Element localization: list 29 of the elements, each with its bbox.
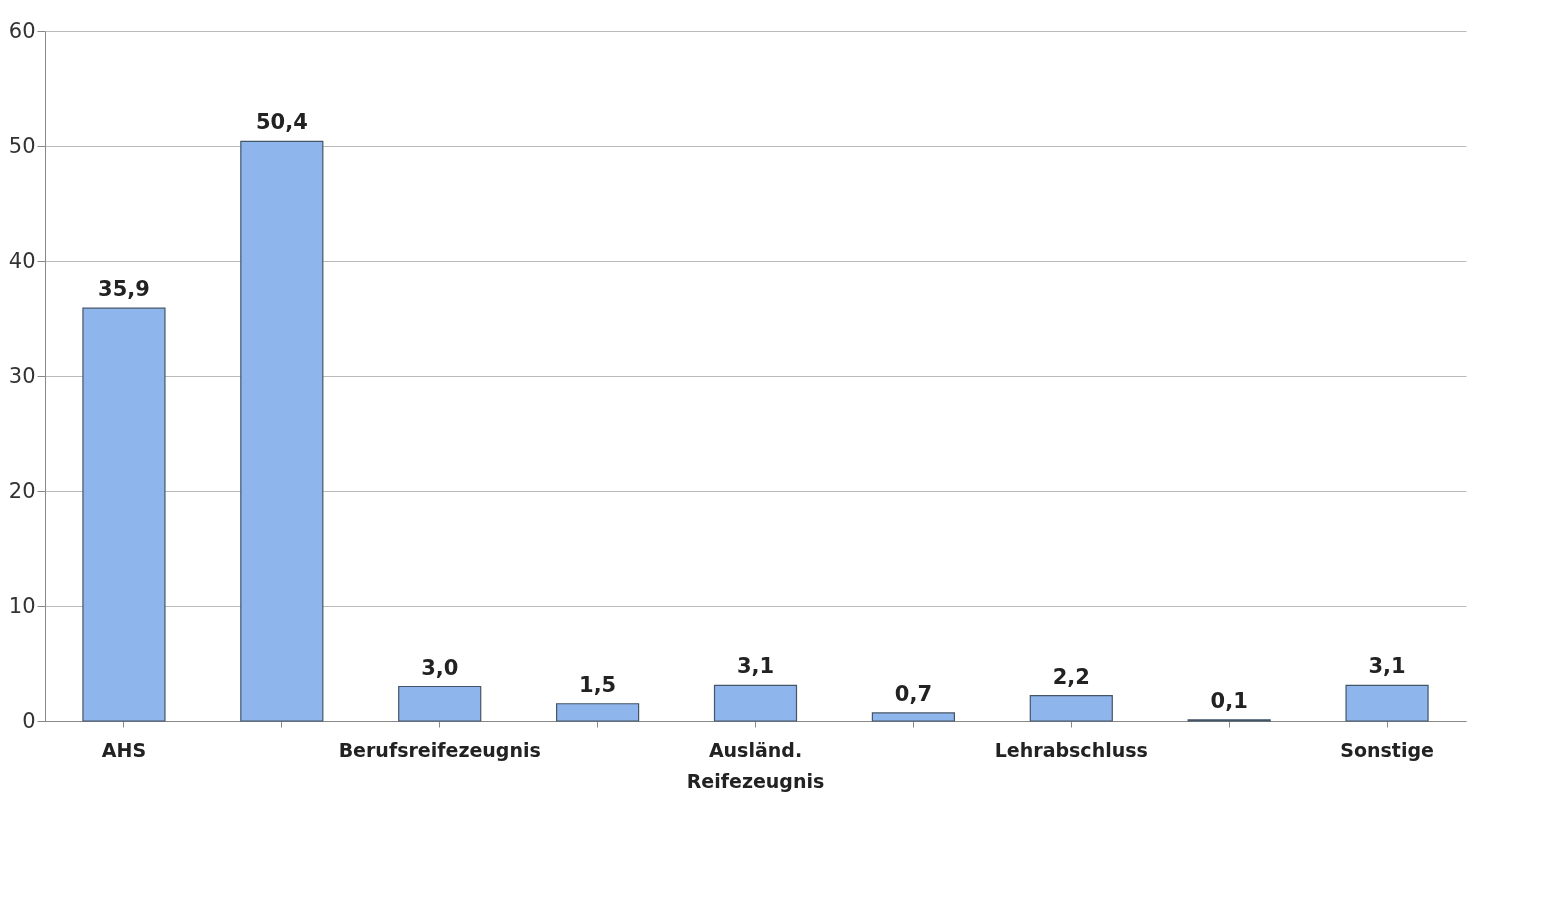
data-label: 0,7 [894,681,932,706]
bar [556,703,640,722]
x-tick-label: Ausländ. Reifezeugnis [686,738,825,792]
bar [82,307,166,722]
y-tick-label: 30 [8,363,36,388]
data-label: 2,2 [1052,664,1090,689]
bar [713,684,798,722]
y-tick-label: 10 [8,593,36,618]
y-tick-label: 60 [8,18,36,43]
bar [1345,684,1429,722]
y-tick-label: 20 [8,478,36,503]
data-label: 3,1 [736,654,775,679]
x-tick-label: Sonstige [1340,738,1434,761]
data-label: 35,9 [98,277,150,302]
bar [240,140,324,722]
x-tick-label: Berufsreifezeugnis [338,738,541,761]
data-label: 3,1 [1368,654,1406,679]
data-label: 3,0 [421,655,459,680]
bar [1029,695,1113,722]
bar [398,685,482,722]
bar [871,712,955,722]
data-label: 1,5 [579,672,617,697]
y-tick-label: 0 [22,708,36,733]
data-label: 50,4 [255,110,308,135]
y-tick-label: 40 [8,248,36,273]
data-label: 0,1 [1210,688,1248,713]
x-tick-label: Lehrabschluss [994,738,1148,761]
y-tick-label: 50 [8,133,36,158]
x-tick-label: AHS [101,738,147,761]
